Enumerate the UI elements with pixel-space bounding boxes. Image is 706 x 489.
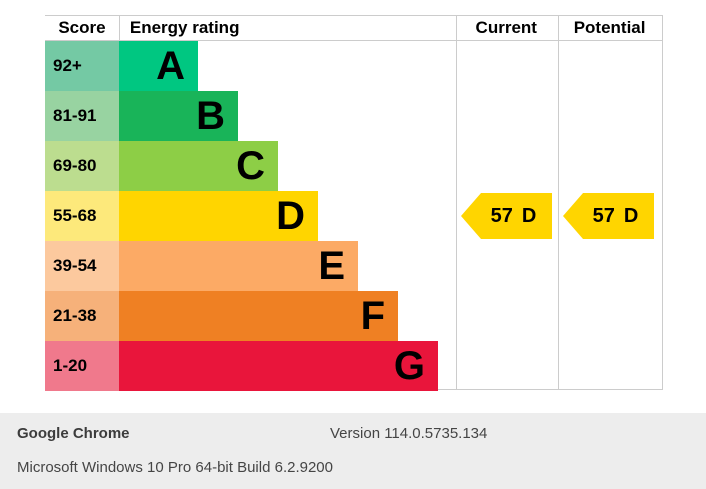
band-score-cell: 55-68	[45, 191, 119, 241]
potential-column-divider	[558, 16, 559, 389]
current-column-header: Current	[475, 18, 537, 37]
table-header-row: Score Energy rating Current Potential	[45, 16, 662, 41]
band-score-cell: 69-80	[45, 141, 119, 191]
current-rating-grade: D	[521, 204, 537, 227]
potential-rating-arrow: 57 D	[563, 193, 654, 239]
band-score-cell: 1-20	[45, 341, 119, 391]
band-row-e: 39-54 E	[45, 241, 662, 291]
energy-rating-table: Score Energy rating Current Potential 92…	[45, 15, 663, 391]
band-bar: G	[119, 341, 438, 391]
band-bar: C	[119, 141, 278, 191]
band-score-cell: 92+	[45, 41, 119, 91]
current-rating-value: 57	[490, 204, 513, 227]
browser-version: Version 114.0.5735.134	[330, 425, 488, 442]
band-bar: A	[119, 41, 198, 91]
band-bar: F	[119, 291, 398, 341]
band-bar: B	[119, 91, 238, 141]
band-score-cell: 39-54	[45, 241, 119, 291]
band-row-c: 69-80 C	[45, 141, 662, 191]
current-rating-arrow: 57 D	[461, 193, 552, 239]
energy-rating-column-header: Energy rating	[129, 18, 240, 37]
system-info-footer: Google Chrome Version 114.0.5735.134 Mic…	[0, 413, 706, 489]
band-row-b: 81-91 B	[45, 91, 662, 141]
os-info: Microsoft Windows 10 Pro 64-bit Build 6.…	[17, 459, 333, 476]
score-column-divider	[119, 16, 120, 41]
band-score-cell: 21-38	[45, 291, 119, 341]
band-score-cell: 81-91	[45, 91, 119, 141]
current-column-divider	[456, 16, 457, 389]
potential-column-header: Potential	[573, 18, 646, 37]
band-bar: E	[119, 241, 358, 291]
band-row-a: 92+ A	[45, 41, 662, 91]
score-column-header: Score	[58, 18, 106, 37]
browser-name: Google Chrome	[17, 425, 130, 442]
potential-rating-value: 57	[592, 204, 615, 227]
band-row-f: 21-38 F	[45, 291, 662, 341]
band-row-d: 55-68 D	[45, 191, 662, 241]
potential-rating-grade: D	[623, 204, 639, 227]
band-row-g: 1-20 G	[45, 341, 662, 391]
band-bar: D	[119, 191, 318, 241]
